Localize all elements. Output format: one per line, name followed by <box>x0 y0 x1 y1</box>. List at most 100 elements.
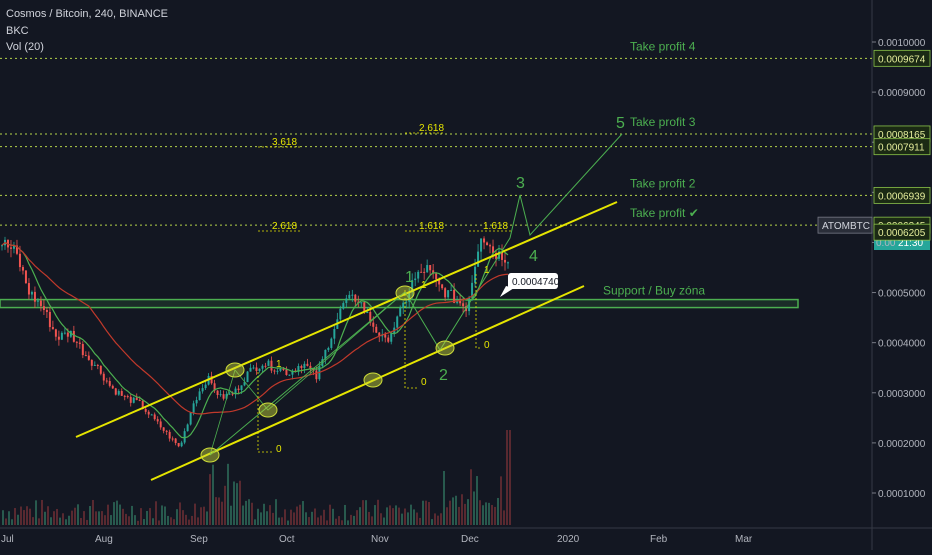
price-tag-label: 0.0006939 <box>878 191 926 202</box>
x-tick-label: Dec <box>461 534 479 545</box>
volume-bar <box>281 517 283 525</box>
volume-bar <box>449 500 451 525</box>
chart-title: Cosmos / Bitcoin, 240, BINANCE <box>6 8 169 20</box>
candle-body <box>507 262 509 264</box>
volume-bar <box>494 506 496 525</box>
volume-bar <box>89 506 91 525</box>
volume-bar <box>38 518 40 525</box>
volume-bar <box>110 515 112 525</box>
candle-body <box>435 273 438 280</box>
candle-body <box>84 355 87 357</box>
y-tick-label: 0.0005000 <box>878 289 926 300</box>
volume-bar <box>398 507 400 525</box>
volume-bar <box>293 512 295 525</box>
volume-bar <box>113 502 115 525</box>
candle-body <box>342 303 345 309</box>
x-tick-label: Sep <box>190 534 208 545</box>
candle-body <box>24 270 27 284</box>
volume-bar <box>344 504 346 525</box>
volume-bar <box>77 504 79 525</box>
volume-bar <box>377 499 379 525</box>
candle-body <box>261 365 264 369</box>
channel-upper-line <box>75 201 618 438</box>
x-tick-label: Aug <box>95 534 113 545</box>
volume-bar <box>95 511 97 525</box>
candle-body <box>309 365 312 370</box>
candle-body <box>27 283 30 295</box>
volume-bar <box>209 474 211 525</box>
candle-body <box>423 271 426 273</box>
volume-bar <box>212 464 214 525</box>
volume-bar <box>272 512 274 525</box>
candle-body <box>312 369 315 371</box>
volume-bar <box>371 516 373 525</box>
pivot-circle <box>258 402 278 418</box>
volume-bar <box>2 510 4 525</box>
candle-body <box>111 385 114 389</box>
volume-bar <box>278 517 280 525</box>
support-zone <box>0 298 799 309</box>
volume-bar <box>242 505 244 525</box>
candle-body <box>114 388 117 395</box>
candle-body <box>471 282 474 298</box>
volume-bar <box>59 517 61 525</box>
candle-body <box>1 245 3 247</box>
candle-body <box>42 306 45 311</box>
indicator-bkc: BKC <box>6 25 29 37</box>
volume-bar <box>365 500 367 525</box>
volume-bar <box>317 517 319 525</box>
volume-bar <box>446 507 448 525</box>
volume-bar <box>155 501 157 525</box>
candle-body <box>18 253 21 268</box>
fib-label: 3.618 <box>272 137 297 148</box>
candle-body <box>369 311 372 323</box>
volume-bar <box>410 504 412 525</box>
candle-body <box>372 322 375 327</box>
volume-bar <box>191 515 193 525</box>
candle-body <box>288 374 291 376</box>
candle-body <box>192 403 195 413</box>
candle-body <box>159 421 162 428</box>
volume-bar <box>269 505 271 525</box>
volume-bar <box>254 519 256 525</box>
candle-body <box>459 300 462 304</box>
volume-bar <box>437 515 439 525</box>
volume-bar <box>248 499 250 525</box>
volume-bar <box>362 500 364 525</box>
x-tick-label: Oct <box>279 534 295 545</box>
wave-label: 5 <box>616 115 625 132</box>
volume-bar <box>458 506 460 525</box>
y-tick-label: 0.0003000 <box>878 389 926 400</box>
candle-body <box>141 400 144 410</box>
volume-bar <box>125 513 127 525</box>
wave-label: 1 <box>405 269 414 286</box>
candle-body <box>174 438 177 443</box>
x-tick-label: 2020 <box>557 534 580 545</box>
volume-bar <box>8 511 10 525</box>
volume-bar <box>380 513 382 525</box>
volume-bar <box>404 508 406 525</box>
price-fragment: 0.00 <box>876 238 896 249</box>
candle-body <box>300 366 303 368</box>
candle-body <box>48 311 51 328</box>
candle-body <box>96 364 99 366</box>
volume-bar <box>11 519 13 525</box>
candle-body <box>105 380 108 382</box>
fib-small-label: 0 <box>484 340 490 351</box>
volume-bar <box>422 500 424 525</box>
volume-bar <box>452 497 454 525</box>
volume-bar <box>92 499 94 525</box>
candle-body <box>138 399 141 401</box>
volume-bar <box>140 508 142 525</box>
volume-bar <box>386 507 388 525</box>
take-profit-label: Take profit 2 <box>630 176 696 190</box>
volume-bar <box>53 511 55 525</box>
volume-bar <box>341 520 343 525</box>
volume-bar <box>500 476 502 525</box>
volume-bar <box>275 499 277 525</box>
volume-bar <box>128 516 130 525</box>
callout-label: 0.0004740 <box>512 277 560 288</box>
callout-pointer <box>500 286 514 297</box>
